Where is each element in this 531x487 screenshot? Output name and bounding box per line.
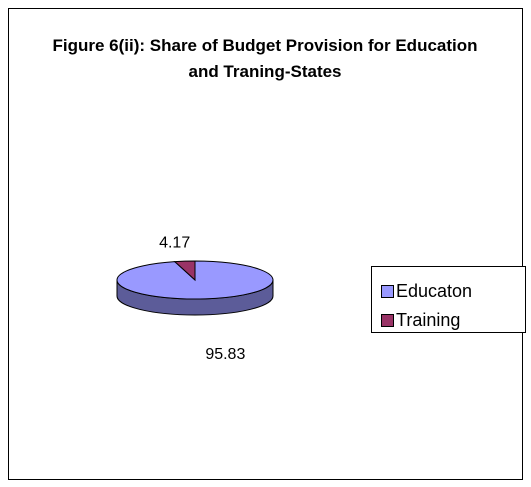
legend-swatch — [381, 314, 394, 327]
legend-box — [371, 266, 526, 333]
legend-label: Training — [396, 310, 460, 330]
data-label: 4.17 — [159, 235, 190, 252]
legend-label: Educaton — [396, 281, 472, 301]
data-label: 95.83 — [205, 346, 245, 363]
chart-title: Figure 6(ii): Share of Budget Provision … — [52, 36, 478, 81]
pie-slice — [173, 260, 196, 282]
chart-frame — [8, 8, 523, 480]
legend-swatch — [381, 285, 394, 298]
